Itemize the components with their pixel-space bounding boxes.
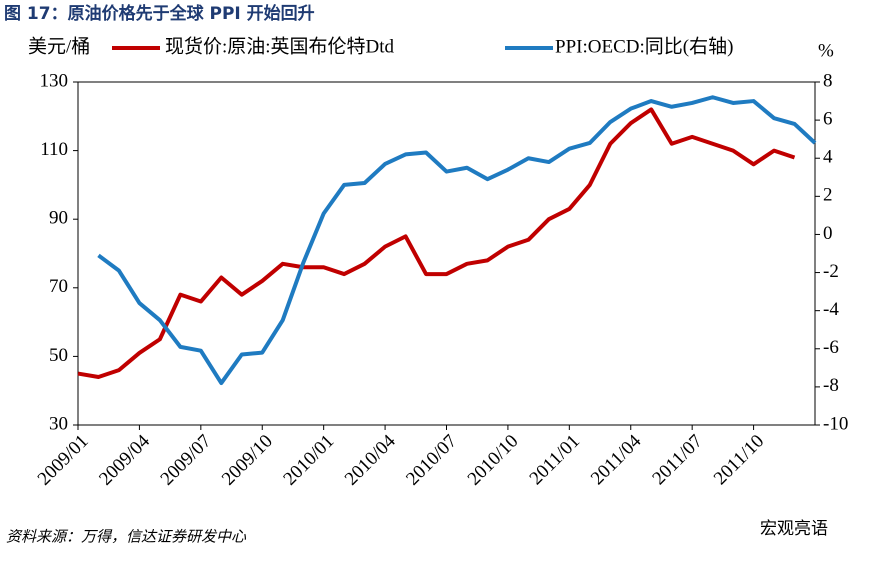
data-line [77,107,796,379]
x-tick-label: 2010/07 [402,431,461,490]
x-tick-label: 2009/07 [157,431,216,490]
plot-frame [77,81,816,426]
x-tick-label: 2011/07 [648,431,706,489]
y-tick-label: 110 [40,139,68,160]
x-tick-label: 2010/10 [464,431,523,490]
watermark: 宏观亮语 [760,519,828,539]
y-tick-label: 90 [49,208,68,229]
x-tick-label: 2009/10 [218,431,277,490]
x-tick-label: 2011/01 [526,431,584,489]
x-tick-label: 2010/04 [341,430,400,489]
y2-tick-label: 6 [823,108,833,129]
y2-tick-label: 4 [823,147,833,168]
y2-tick-label: -8 [823,375,839,396]
y2-tick-label: -6 [823,337,839,358]
x-tick-label: 2011/10 [710,431,768,489]
y2-tick-label: 2 [823,185,833,206]
chart-title: 图 17：原油价格先于全球 PPI 开始回升 [4,3,315,24]
y-tick-label: 50 [49,345,68,366]
legend-label: PPI:OECD:同比(右轴) [555,35,733,57]
x-tick-label: 2009/01 [34,431,93,490]
y-tick-label: 130 [40,70,69,91]
y2-tick-label: 8 [823,70,833,91]
y2-tick-label: -2 [823,261,839,282]
y-tick-label: 70 [49,276,68,297]
x-tick-label: 2009/04 [95,430,154,489]
x-tick-label: 2010/01 [279,431,338,490]
y2-tick-label: -10 [823,413,848,434]
x-tick-label: 2011/04 [587,430,646,489]
source-note: 资料来源：万得，信达证券研发中心 [6,528,247,546]
y2-axis-label: % [818,40,834,61]
legend-label: 现货价:原油:英国布伦特Dtd [165,35,395,57]
data-line [97,95,817,386]
y2-tick-label: -4 [823,299,839,320]
y-tick-label: 30 [49,413,68,434]
y-axis-label: 美元/桶 [28,35,90,57]
y2-tick-label: 0 [823,223,833,244]
